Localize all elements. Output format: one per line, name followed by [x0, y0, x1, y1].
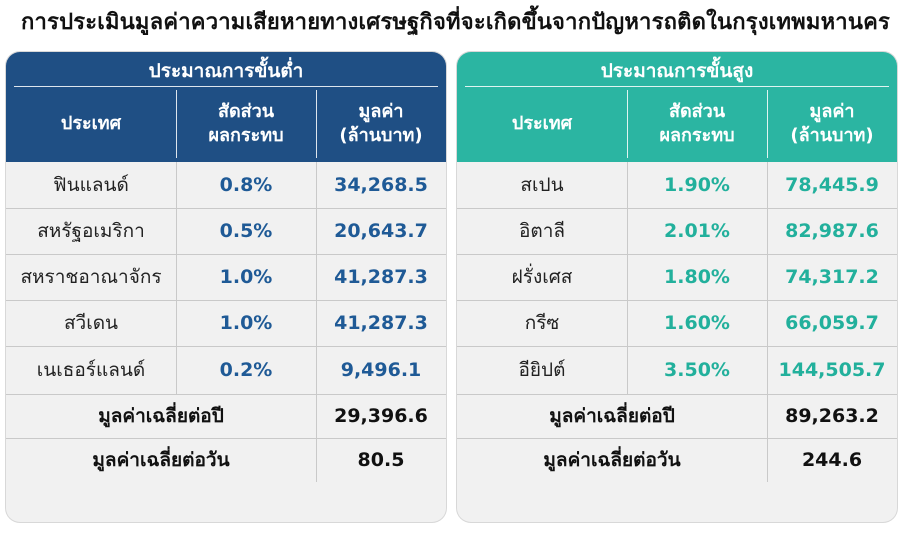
country-name: สหราชอาณาจักร — [20, 266, 162, 288]
avg-per-year-value: 29,396.6 — [334, 405, 428, 427]
avg-per-year-row: มูลค่าเฉลี่ยต่อปี 29,396.6 — [6, 396, 446, 436]
avg-per-year-label: มูลค่าเฉลี่ยต่อปี — [549, 405, 675, 427]
avg-per-year-label: มูลค่าเฉลี่ยต่อปี — [98, 405, 224, 427]
avg-per-day-row: มูลค่าเฉลี่ยต่อวัน 80.5 — [6, 440, 446, 480]
value-mbaht: 20,643.7 — [334, 220, 428, 242]
impact-share: 1.90% — [664, 174, 730, 196]
value-mbaht: 82,987.6 — [785, 220, 879, 242]
low-table-header: ประมาณการขั้นต่ำ ประเทศ สัดส่วน ผลกระทบ ม… — [6, 52, 446, 162]
country-name: สเปน — [520, 174, 564, 196]
high-estimate-table: ประมาณการขั้นสูง ประเทศ สัดส่วน ผลกระทบ ม… — [457, 52, 897, 522]
country-name: ฟินแลนด์ — [53, 174, 129, 196]
impact-share: 0.8% — [219, 174, 273, 196]
high-table-header: ประมาณการขั้นสูง ประเทศ สัดส่วน ผลกระทบ ม… — [457, 52, 897, 162]
col-header-country: ประเทศ — [60, 112, 122, 134]
impact-share: 0.2% — [219, 359, 273, 381]
impact-share: 1.60% — [664, 312, 730, 334]
col-header-country: ประเทศ — [511, 112, 573, 134]
value-mbaht: 41,287.3 — [334, 266, 428, 288]
country-name: กรีซ — [524, 312, 560, 334]
table-row: ฟินแลนด์ 0.8% 34,268.5 — [6, 162, 446, 209]
impact-share: 1.0% — [219, 312, 273, 334]
table-row: อียิปต์ 3.50% 144,505.7 — [457, 346, 897, 395]
country-name: อิตาลี — [518, 220, 566, 242]
table-row: อิตาลี 2.01% 82,987.6 — [457, 208, 897, 255]
value-mbaht: 74,317.2 — [785, 266, 879, 288]
impact-share: 2.01% — [664, 220, 730, 242]
page-title: การประเมินมูลค่าความเสียหายทางเศรษฐกิจที… — [20, 10, 891, 35]
value-mbaht: 78,445.9 — [785, 174, 879, 196]
col-header-share: สัดส่วน ผลกระทบ — [208, 100, 284, 146]
table-row: ฝรั่งเศส 1.80% 74,317.2 — [457, 254, 897, 301]
value-mbaht: 144,505.7 — [778, 359, 886, 381]
table-row: กรีซ 1.60% 66,059.7 — [457, 300, 897, 347]
country-name: ฝรั่งเศส — [511, 266, 573, 288]
impact-share: 1.80% — [664, 266, 730, 288]
avg-per-day-row: มูลค่าเฉลี่ยต่อวัน 244.6 — [457, 440, 897, 480]
col-header-value: มูลค่า (ล้านบาท) — [790, 100, 874, 146]
country-name: เนเธอร์แลนด์ — [36, 359, 146, 381]
value-mbaht: 41,287.3 — [334, 312, 428, 334]
value-mbaht: 9,496.1 — [340, 359, 422, 381]
value-mbaht: 34,268.5 — [334, 174, 428, 196]
table-row: สวีเดน 1.0% 41,287.3 — [6, 300, 446, 347]
col-header-share: สัดส่วน ผลกระทบ — [659, 100, 735, 146]
low-estimate-table: ประมาณการขั้นต่ำ ประเทศ สัดส่วน ผลกระทบ ม… — [6, 52, 446, 522]
avg-per-day-value: 244.6 — [801, 449, 863, 471]
avg-per-day-label: มูลค่าเฉลี่ยต่อวัน — [92, 449, 230, 471]
table-row: สหราชอาณาจักร 1.0% 41,287.3 — [6, 254, 446, 301]
avg-per-day-label: มูลค่าเฉลี่ยต่อวัน — [543, 449, 681, 471]
impact-share: 3.50% — [664, 359, 730, 381]
table-row: สเปน 1.90% 78,445.9 — [457, 162, 897, 209]
avg-per-day-value: 80.5 — [357, 449, 405, 471]
country-name: อียิปต์ — [518, 359, 566, 381]
value-mbaht: 66,059.7 — [785, 312, 879, 334]
avg-per-year-value: 89,263.2 — [785, 405, 879, 427]
avg-per-year-row: มูลค่าเฉลี่ยต่อปี 89,263.2 — [457, 396, 897, 436]
table-row: สหรัฐอเมริกา 0.5% 20,643.7 — [6, 208, 446, 255]
impact-share: 0.5% — [219, 220, 273, 242]
low-heading: ประมาณการขั้นต่ำ — [148, 60, 304, 82]
high-heading: ประมาณการขั้นสูง — [600, 60, 754, 82]
impact-share: 1.0% — [219, 266, 273, 288]
country-name: สวีเดน — [63, 312, 119, 334]
col-header-value: มูลค่า (ล้านบาท) — [339, 100, 423, 146]
table-row: เนเธอร์แลนด์ 0.2% 9,496.1 — [6, 346, 446, 395]
country-name: สหรัฐอเมริกา — [37, 220, 145, 242]
